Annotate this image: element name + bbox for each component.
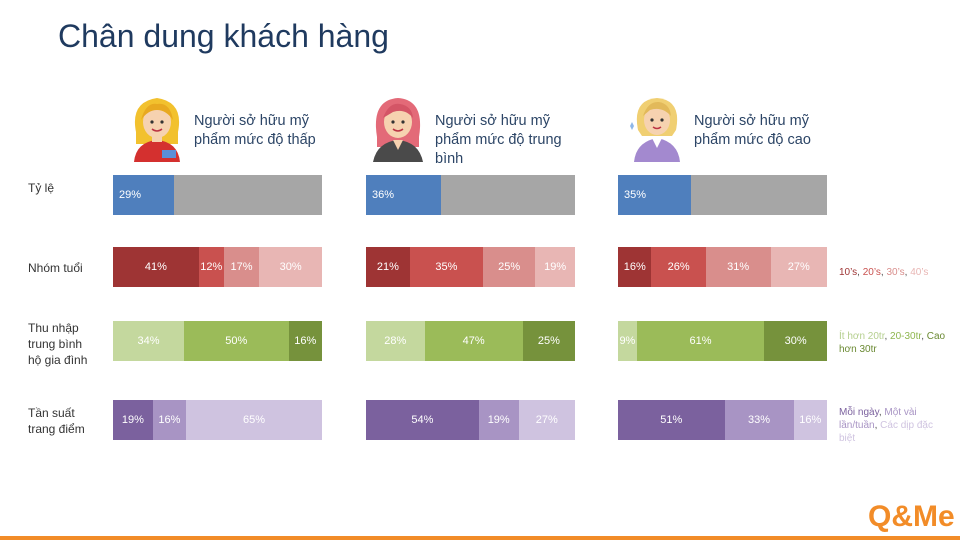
bar-segment: 19% [113,400,153,440]
bar-segment: 47% [424,321,523,361]
bar-segment [691,175,827,215]
legend-item: 40’s [910,267,929,278]
bar-segment: 36% [366,175,442,215]
bar-segment: 16% [152,400,187,440]
bar-1-0: 41% 12% 17% 30% [113,247,322,287]
legend-item: , [857,267,863,278]
legend-age: 10’s, 20’s, 30’s, 40’s [839,266,949,279]
persona-medium: Người sở hữu mỹ phẩm mức độ trung bình [367,92,597,167]
woman-blonde-red-icon [134,98,180,162]
bar-1-2: 16% 26% 31% 27% [618,247,827,287]
persona-title: Người sở hữu mỹ phẩm mức độ thấp [194,113,316,148]
bar-segment: 33% [724,400,794,440]
bar-segment: 41% [113,247,199,287]
bar-0-0: 29% [113,175,322,215]
row-label-age: Nhóm tuổi [28,261,83,275]
bar-0-2: 35% [618,175,827,215]
legend-frequency: Mỗi ngày, Một vài lần/tuần, Các dịp đặc … [839,406,949,445]
woman-pink-hair-icon [373,98,423,162]
legend-item: 20-30tr [890,331,922,342]
bar-segment: 25% [483,247,536,287]
bar-segment: 28% [366,321,425,361]
legend-income: Ít hơn 20tr, 20-30tr, Cao hơn 30tr [839,330,949,356]
legend-item: 20’s [862,267,881,278]
page-title: Chân dung khách hàng [58,18,389,54]
bar-segment: 61% [636,321,765,361]
persona-high: Người sở hữu mỹ phẩm mức độ cao [626,92,856,164]
bar-1-1: 21% 35% 25% 19% [366,247,575,287]
legend-item: 30’s [886,267,905,278]
logo-text: Q&Me [868,500,955,532]
bar-segment [173,175,322,215]
footer-line [0,536,960,540]
bar-2-1: 28% 47% 25% [366,321,575,361]
legend-item: Mỗi ngày [839,407,879,418]
bar-segment: 30% [259,247,322,287]
bar-segment: 27% [518,400,575,440]
persona-low: Người sở hữu mỹ phẩm mức độ thấp [126,92,356,164]
bar-3-2: 51% 33% 16% [618,400,827,440]
bar-segment: 16% [793,400,827,440]
row-label-frequency: Tần suất trang điểm [28,406,85,436]
persona-title: Người sở hữu mỹ phẩm mức độ cao [694,113,811,148]
bar-segment: 29% [113,175,174,215]
woman-blonde-purple-icon [630,98,680,162]
qme-logo: Q&Me [868,500,955,532]
legend-item: Các dịp đặc biệt [839,420,933,444]
bar-segment: 17% [223,247,260,287]
legend-item: Ít hơn 20tr [839,331,885,342]
bar-3-1: 54% 19% 27% [366,400,575,440]
bar-segment: 27% [770,247,827,287]
bar-0-1: 36% [366,175,575,215]
legend-item: , [921,331,927,342]
bar-segment: 35% [409,247,484,287]
bar-2-2: 9% 61% 30% [618,321,827,361]
legend-item: , [874,420,881,431]
row-label-ratio: Tỷ lệ [28,181,55,195]
bar-segment: 35% [618,175,692,215]
persona-title: Người sở hữu mỹ phẩm mức độ trung bình [435,113,562,167]
bar-3-0: 19% 16% 65% [113,400,322,440]
bar-segment: 31% [705,247,771,287]
legend-item: , [884,331,891,342]
row-label-income: Thu nhập trung bình hộ gia đình [28,321,88,367]
bar-segment [441,175,575,215]
bar-segment: 25% [522,321,575,361]
bar-segment: 26% [651,247,706,287]
legend-item: Cao hơn 30tr [839,331,946,355]
bar-2-0: 34% 50% 16% [113,321,322,361]
bar-segment: 19% [535,247,575,287]
bar-segment: 19% [478,400,519,440]
legend-item: , [904,267,911,278]
bar-segment: 54% [366,400,479,440]
bar-segment: 34% [113,321,185,361]
bar-segment: 9% [618,321,637,361]
bar-segment: 50% [184,321,289,361]
legend-item: , [878,407,885,418]
bar-segment: 16% [288,321,322,361]
bar-segment: 16% [618,247,652,287]
legend-item: , [880,267,887,278]
bar-segment: 65% [186,400,322,440]
bar-segment: 30% [764,321,827,361]
legend-item: Một vài lần/tuần [839,407,917,431]
bar-segment: 51% [618,400,725,440]
bar-segment: 12% [198,247,224,287]
bar-segment: 21% [366,247,410,287]
legend-item: 10’s [839,267,858,278]
